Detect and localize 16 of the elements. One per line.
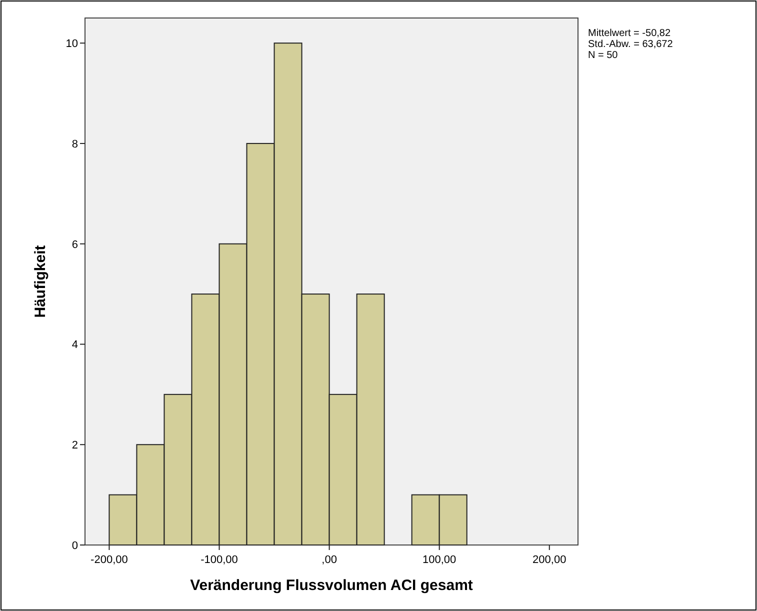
x-tick-label: ,00 xyxy=(322,554,337,566)
x-tick-label: -200,00 xyxy=(90,554,128,566)
text: N = 50 xyxy=(588,50,618,61)
x-axis-title: Veränderung Flussvolumen ACI gesamt xyxy=(190,577,473,594)
x-tick-label: 200,00 xyxy=(532,554,566,566)
y-tick-label: 4 xyxy=(72,339,78,352)
x-tick-label: -100,00 xyxy=(200,554,238,566)
y-tick-label: 2 xyxy=(72,440,78,452)
y-axis-title: Häufigkeit xyxy=(32,245,49,318)
y-tick-label: 10 xyxy=(66,38,78,50)
text: Std.-Abw. = 63,672 xyxy=(588,39,674,50)
y-tick-label: 0 xyxy=(72,540,78,552)
y-tick-label: 6 xyxy=(72,238,78,251)
text: Mittelwert = -50,82 xyxy=(588,28,671,39)
y-tick-label: 8 xyxy=(72,138,78,150)
x-tick-label: 100,00 xyxy=(422,554,456,566)
